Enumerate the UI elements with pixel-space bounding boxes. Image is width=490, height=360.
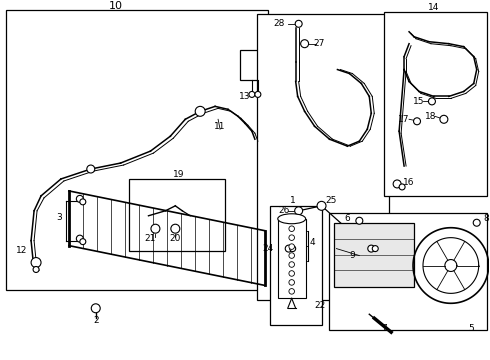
- Circle shape: [195, 106, 205, 116]
- Circle shape: [289, 244, 294, 249]
- Text: 3: 3: [56, 213, 62, 222]
- Bar: [329, 213, 487, 330]
- Circle shape: [473, 219, 480, 226]
- Text: 26: 26: [278, 206, 290, 215]
- Circle shape: [393, 180, 401, 188]
- Text: 7: 7: [381, 324, 387, 333]
- Bar: [270, 206, 321, 325]
- Circle shape: [33, 266, 39, 273]
- Circle shape: [31, 257, 41, 267]
- Text: 20: 20: [170, 234, 181, 243]
- Text: 16: 16: [403, 179, 415, 188]
- Bar: [335, 223, 414, 287]
- Bar: [257, 14, 389, 300]
- Circle shape: [289, 271, 294, 276]
- Bar: [384, 12, 487, 196]
- Circle shape: [87, 165, 95, 173]
- Circle shape: [249, 91, 255, 98]
- Circle shape: [414, 118, 420, 125]
- Text: 5: 5: [468, 324, 474, 333]
- Circle shape: [294, 207, 303, 215]
- Circle shape: [289, 253, 294, 258]
- Circle shape: [372, 246, 378, 252]
- Circle shape: [290, 246, 295, 252]
- Circle shape: [76, 195, 83, 202]
- Text: 14: 14: [428, 3, 440, 12]
- Circle shape: [76, 235, 83, 242]
- Text: 9: 9: [349, 251, 355, 260]
- Text: 10: 10: [109, 1, 122, 11]
- Text: 25: 25: [326, 196, 337, 205]
- Text: 27: 27: [314, 39, 325, 48]
- Text: 15: 15: [413, 97, 425, 106]
- Bar: [278, 219, 306, 298]
- Text: 18: 18: [425, 112, 437, 121]
- Text: 6: 6: [344, 214, 350, 223]
- Circle shape: [151, 224, 160, 233]
- Circle shape: [289, 226, 294, 231]
- Circle shape: [289, 235, 294, 240]
- Text: 2: 2: [93, 316, 98, 325]
- Ellipse shape: [278, 214, 306, 224]
- Circle shape: [171, 224, 180, 233]
- Text: 1: 1: [290, 196, 295, 205]
- Circle shape: [91, 304, 100, 313]
- Circle shape: [301, 40, 309, 48]
- Text: 11: 11: [214, 122, 226, 131]
- Text: 23: 23: [350, 244, 361, 253]
- Circle shape: [295, 20, 302, 27]
- Text: 28: 28: [274, 19, 285, 28]
- Bar: [240, 50, 270, 80]
- Circle shape: [399, 184, 405, 190]
- Text: 19: 19: [172, 171, 184, 180]
- Text: 22: 22: [314, 301, 325, 310]
- Text: 8: 8: [484, 214, 490, 223]
- Text: 21: 21: [145, 234, 156, 243]
- Circle shape: [80, 239, 86, 244]
- Circle shape: [285, 245, 292, 252]
- Circle shape: [80, 199, 86, 205]
- Text: 13: 13: [239, 92, 251, 101]
- Circle shape: [368, 245, 375, 252]
- Circle shape: [289, 289, 294, 294]
- Bar: [128, 179, 225, 251]
- Circle shape: [440, 115, 448, 123]
- Circle shape: [356, 217, 363, 224]
- Text: 17: 17: [398, 115, 410, 124]
- Bar: [6, 10, 268, 291]
- Circle shape: [317, 201, 326, 210]
- Circle shape: [289, 262, 294, 267]
- Circle shape: [255, 91, 261, 98]
- Text: 12: 12: [16, 246, 27, 255]
- Circle shape: [428, 98, 436, 105]
- Text: 24: 24: [262, 244, 273, 253]
- Circle shape: [289, 280, 294, 285]
- Text: 4: 4: [310, 238, 316, 247]
